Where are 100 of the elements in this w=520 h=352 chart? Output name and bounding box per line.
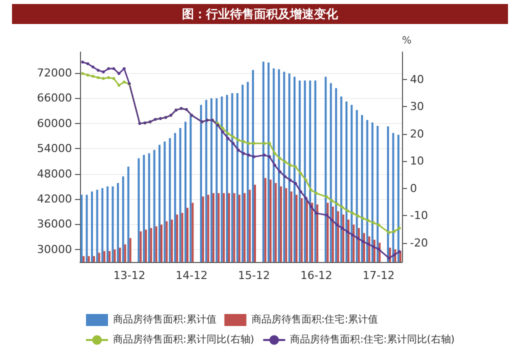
chart-title: 图：行业待售面积及增速变化 bbox=[182, 7, 339, 21]
point bbox=[314, 192, 318, 195]
line-series bbox=[81, 60, 401, 260]
point bbox=[284, 160, 287, 164]
point bbox=[247, 142, 250, 145]
y2-tick-label: 10 bbox=[410, 154, 424, 168]
y-tick-label: 36000 bbox=[37, 218, 72, 231]
point bbox=[346, 230, 349, 234]
point bbox=[336, 223, 339, 226]
y-tick-label: 54000 bbox=[37, 142, 72, 156]
point bbox=[336, 202, 339, 206]
legend-label: 商品房待售面积:住宅:累计同比(右轴) bbox=[290, 334, 455, 346]
point bbox=[91, 74, 94, 78]
point bbox=[340, 226, 344, 230]
point bbox=[351, 212, 354, 215]
x-tick-label: 17-12 bbox=[362, 269, 395, 282]
point bbox=[284, 175, 287, 178]
point bbox=[112, 76, 116, 80]
point bbox=[107, 76, 110, 80]
point bbox=[221, 130, 224, 134]
point bbox=[122, 67, 126, 70]
point bbox=[294, 165, 298, 168]
point bbox=[372, 221, 375, 224]
point bbox=[288, 178, 292, 182]
point bbox=[236, 138, 240, 142]
point bbox=[325, 214, 328, 217]
y2-tick-label: -10 bbox=[410, 209, 428, 222]
point bbox=[398, 250, 401, 254]
point bbox=[366, 242, 370, 246]
point bbox=[377, 248, 380, 251]
point bbox=[232, 142, 235, 145]
point bbox=[81, 60, 84, 64]
point bbox=[268, 155, 272, 158]
point bbox=[117, 84, 120, 87]
point bbox=[330, 218, 334, 222]
point bbox=[247, 154, 250, 157]
y2-tick-label: 20 bbox=[410, 127, 424, 140]
point bbox=[398, 226, 401, 230]
point bbox=[314, 212, 318, 215]
y2-tick-label: 30 bbox=[410, 100, 424, 114]
point bbox=[112, 67, 116, 70]
y-tick-label: 72000 bbox=[37, 66, 72, 80]
point bbox=[340, 206, 344, 209]
point bbox=[262, 142, 266, 145]
point bbox=[299, 190, 302, 194]
point bbox=[268, 142, 272, 145]
point bbox=[102, 70, 105, 74]
point bbox=[252, 142, 256, 145]
point bbox=[242, 140, 246, 144]
x-tick-label: 15-12 bbox=[238, 269, 270, 282]
point bbox=[252, 155, 256, 158]
y-tick-label: 30000 bbox=[37, 242, 72, 256]
x-tick-label: 14-12 bbox=[176, 269, 208, 282]
point bbox=[81, 72, 84, 76]
point bbox=[330, 199, 334, 202]
point bbox=[388, 256, 391, 260]
point bbox=[117, 72, 120, 76]
y2-tick-label: 40 bbox=[410, 72, 424, 86]
point bbox=[86, 62, 90, 66]
point bbox=[392, 253, 396, 256]
point bbox=[304, 196, 308, 200]
point bbox=[86, 74, 90, 77]
point bbox=[304, 178, 308, 182]
legend-label: 商品房待售面积:住宅:累计值 bbox=[251, 314, 378, 326]
y-tick-label: 42000 bbox=[37, 192, 72, 206]
point bbox=[278, 170, 282, 174]
y2-axis-title: % bbox=[402, 36, 412, 46]
point bbox=[392, 230, 396, 233]
legend-label: 商品房待售面积:累计同比(右轴) bbox=[113, 334, 254, 346]
point bbox=[310, 205, 313, 208]
y-tick-label: 48000 bbox=[37, 167, 72, 180]
point bbox=[372, 245, 375, 248]
point bbox=[96, 76, 100, 80]
point bbox=[236, 148, 240, 152]
point bbox=[288, 164, 292, 167]
point bbox=[221, 126, 224, 130]
legend-label: 商品房待售面积:累计值 bbox=[113, 314, 216, 326]
point bbox=[366, 219, 370, 222]
point bbox=[278, 156, 282, 160]
y-tick-label: 60000 bbox=[37, 116, 72, 130]
y2-tick-label: -20 bbox=[410, 236, 428, 250]
point bbox=[351, 234, 354, 236]
point bbox=[356, 214, 360, 218]
point bbox=[232, 135, 235, 138]
y-tick-label: 66000 bbox=[37, 92, 72, 105]
point bbox=[262, 154, 266, 157]
y2-tick-label: 0 bbox=[410, 182, 417, 195]
point bbox=[325, 195, 328, 198]
point bbox=[377, 223, 380, 226]
point bbox=[107, 67, 110, 70]
point bbox=[96, 68, 100, 72]
point bbox=[122, 80, 126, 84]
point bbox=[346, 209, 349, 212]
point bbox=[299, 172, 302, 175]
point bbox=[273, 152, 276, 155]
point bbox=[310, 188, 313, 192]
x-tick-label: 13-12 bbox=[113, 269, 146, 282]
x-tick-label: 16-12 bbox=[300, 269, 332, 282]
point bbox=[242, 152, 246, 155]
point bbox=[362, 216, 365, 220]
